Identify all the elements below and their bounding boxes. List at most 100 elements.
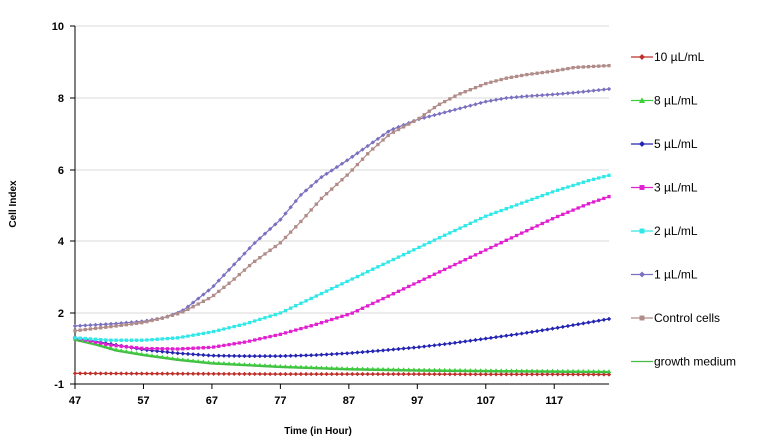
series-0-marker-38 xyxy=(267,371,273,377)
series-5-marker-32 xyxy=(237,256,242,262)
series-3-marker-92 xyxy=(545,219,550,223)
series-2-marker-35 xyxy=(252,353,257,359)
series-2-marker-55 xyxy=(355,350,360,355)
series-3-marker-30 xyxy=(227,342,231,347)
series-2-marker-19 xyxy=(170,350,175,355)
y-tick-label-0: -1 xyxy=(54,379,64,391)
series-5-marker-38 xyxy=(267,226,273,232)
series-5-marker-73 xyxy=(447,108,453,114)
series-5-marker-87 xyxy=(519,94,524,99)
series-0-marker-7 xyxy=(108,371,114,376)
series-0-marker-39 xyxy=(272,371,278,377)
series-0-marker-75 xyxy=(457,371,463,377)
series-0-marker-46 xyxy=(308,371,314,377)
series-5-marker-30 xyxy=(226,267,232,273)
series-0-marker-77 xyxy=(468,371,473,377)
series-3-marker-10 xyxy=(124,345,128,349)
series-4-marker-79 xyxy=(478,216,483,221)
series-3-marker-24 xyxy=(196,346,200,350)
series-3-marker-81 xyxy=(489,245,493,250)
series-2-marker-89 xyxy=(529,329,535,335)
series-3-marker-98 xyxy=(576,206,580,210)
series-4-marker-28 xyxy=(217,328,221,332)
series-4-marker-102 xyxy=(597,176,601,180)
series-6-marker-103 xyxy=(602,64,606,68)
axes xyxy=(70,25,609,389)
series-0-marker-74 xyxy=(452,371,458,377)
series-5-marker-80 xyxy=(483,99,489,104)
series-4-marker-73 xyxy=(448,231,452,235)
series-2-marker-78 xyxy=(473,337,478,343)
series-0-marker-94 xyxy=(555,372,560,377)
series-0-marker-72 xyxy=(442,371,447,377)
series-3-marker-14 xyxy=(145,346,149,351)
series-6-marker-43 xyxy=(294,225,298,229)
series-5-marker-79 xyxy=(478,100,483,106)
series-0-marker-20 xyxy=(175,371,180,376)
y-tick-label-2: 4 xyxy=(58,236,65,248)
series-5-marker-83 xyxy=(498,96,504,102)
series-3-marker-70 xyxy=(432,272,437,276)
series-6-marker-38 xyxy=(268,248,272,252)
series-0-marker-92 xyxy=(545,372,550,377)
series-4-marker-56 xyxy=(360,272,365,276)
series-3-marker-62 xyxy=(391,292,395,296)
series-0-marker-4 xyxy=(93,371,98,376)
series-line-5 xyxy=(74,88,610,327)
y-tick-label-3: 6 xyxy=(58,165,64,177)
series-4-marker-46 xyxy=(309,296,313,301)
series-5-marker-28 xyxy=(216,278,222,283)
series-3-marker-18 xyxy=(165,347,170,351)
series-3-marker-104 xyxy=(607,194,611,199)
x-axis-title: Time (in Hour) xyxy=(284,426,352,437)
series-3-marker-71 xyxy=(437,270,442,274)
series-5-marker-86 xyxy=(514,94,519,100)
series-3-marker-58 xyxy=(371,301,375,306)
series-5-marker-42 xyxy=(288,205,293,210)
series-5-marker-57 xyxy=(365,143,370,149)
series-6-marker-15 xyxy=(150,318,154,323)
series-0-marker-79 xyxy=(478,372,483,377)
series-3-marker-63 xyxy=(396,289,401,293)
series-2-marker-103 xyxy=(601,317,607,323)
series-2-marker-82 xyxy=(493,334,499,340)
series-0-marker-98 xyxy=(575,372,581,377)
series-4-marker-54 xyxy=(350,277,354,281)
series-2-marker-83 xyxy=(498,334,504,339)
series-6-marker-11 xyxy=(129,322,134,326)
series-2-marker-63 xyxy=(396,346,401,352)
series-4-marker-57 xyxy=(366,270,370,274)
series-2-marker-16 xyxy=(154,348,160,354)
series-0-marker-93 xyxy=(550,372,555,377)
series-6-marker-79 xyxy=(478,83,483,88)
series-3-marker-56 xyxy=(360,306,365,310)
series-0-marker-23 xyxy=(190,371,196,377)
series-0-marker-61 xyxy=(385,371,391,377)
series-4-marker-68 xyxy=(422,243,426,247)
legend-swatch-marker-5 xyxy=(638,271,646,278)
series-5-marker-5 xyxy=(98,322,103,327)
series-6-marker-39 xyxy=(273,244,277,249)
series-5-marker-84 xyxy=(504,95,509,101)
series-6-marker-13 xyxy=(140,321,144,325)
series-2-marker-75 xyxy=(457,339,463,345)
series-3-marker-57 xyxy=(366,304,370,308)
series-6-marker-95 xyxy=(561,67,565,72)
series-6-marker-27 xyxy=(211,293,216,298)
series-5-marker-47 xyxy=(314,179,319,184)
series-3-marker-85 xyxy=(509,236,514,240)
legend: 10 µL/mL 8 µL/mL 5 µL/mL 3 µL/mL 2 µL/mL 1 µL… xyxy=(631,50,736,369)
series-3-marker-61 xyxy=(386,294,390,298)
series-3-marker-29 xyxy=(222,343,226,348)
series-2-marker-22 xyxy=(185,351,191,357)
series-2-marker-98 xyxy=(575,321,581,327)
series-2-marker-56 xyxy=(360,349,365,355)
series-6-marker-14 xyxy=(145,320,149,324)
series-3-marker-9 xyxy=(119,344,123,348)
series-4-marker-35 xyxy=(253,319,257,323)
series-4-marker-18 xyxy=(165,336,170,341)
series-0-marker-6 xyxy=(103,371,109,376)
series-2-marker-68 xyxy=(421,344,427,349)
series-4-marker-55 xyxy=(355,274,360,279)
series-2-marker-97 xyxy=(570,322,576,328)
